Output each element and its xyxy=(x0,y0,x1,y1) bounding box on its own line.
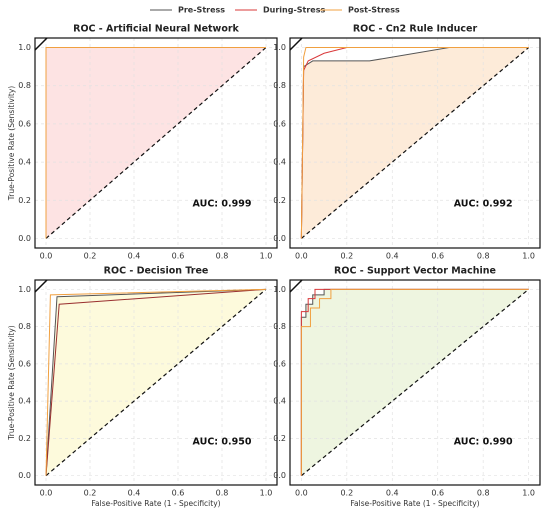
panel-frame xyxy=(289,37,541,249)
x-tick-label: 0.4 xyxy=(386,252,399,261)
panel-frame xyxy=(34,37,278,249)
x-tick-label: 0.8 xyxy=(477,252,490,261)
roc-curve xyxy=(300,288,529,476)
y-tick-label: 0.8 xyxy=(18,81,31,90)
panel-title: ROC - Cn2 Rule Inducer xyxy=(353,24,478,35)
roc-curve xyxy=(300,288,529,476)
x-tick-label: 0.4 xyxy=(128,252,141,261)
roc-curve xyxy=(300,47,529,239)
roc-curve xyxy=(45,47,266,239)
y-tick-label: 0.0 xyxy=(18,234,31,243)
y-tick-label: 0.6 xyxy=(273,359,286,368)
panel-title: ROC - Decision Tree xyxy=(104,266,209,277)
y-tick-label: 1.0 xyxy=(18,43,31,52)
auc-annotation: AUC: 0.992 xyxy=(454,199,513,210)
x-tick-label: 0.4 xyxy=(128,489,141,498)
x-tick-label: 1.0 xyxy=(522,489,535,498)
y-axis-label: True-Positive Rate (Sensitivity) xyxy=(7,86,16,201)
corner-slash xyxy=(289,279,303,293)
x-tick-label: 0.8 xyxy=(216,252,229,261)
y-tick-label: 0.8 xyxy=(273,322,286,331)
panel-frame xyxy=(289,279,541,486)
diagonal xyxy=(300,47,530,239)
y-tick-label: 0.2 xyxy=(18,434,31,443)
corner-slash xyxy=(289,37,303,51)
x-tick-label: 0.2 xyxy=(84,252,97,261)
legend-label: Post-Stress xyxy=(348,6,400,15)
roc-curve xyxy=(45,288,267,476)
auc-annotation: AUC: 0.990 xyxy=(454,437,513,448)
x-tick-label: 1.0 xyxy=(522,252,535,261)
y-tick-label: 0.2 xyxy=(18,196,31,205)
x-tick-label: 0.0 xyxy=(295,489,308,498)
y-tick-label: 0.4 xyxy=(18,158,31,167)
x-axis-label: False-Positive Rate (1 - Specificity) xyxy=(350,499,479,508)
diagonal xyxy=(45,288,267,477)
x-tick-label: 0.6 xyxy=(172,489,185,498)
x-tick-label: 0.8 xyxy=(216,489,229,498)
roc-curve xyxy=(300,288,529,476)
legend-label: Pre-Stress xyxy=(178,6,225,15)
y-tick-label: 0.4 xyxy=(273,397,286,406)
x-tick-label: 0.0 xyxy=(295,252,308,261)
x-tick-label: 1.0 xyxy=(260,252,273,261)
x-tick-label: 1.0 xyxy=(260,489,273,498)
x-tick-label: 0.2 xyxy=(340,489,353,498)
auc-annotation: AUC: 0.950 xyxy=(193,437,252,448)
x-tick-label: 0.8 xyxy=(477,489,490,498)
x-tick-label: 0.6 xyxy=(431,489,444,498)
corner-slash xyxy=(34,279,48,293)
y-tick-label: 1.0 xyxy=(18,285,31,294)
y-axis-label: True-Positive Rate (Sensitivity) xyxy=(7,325,16,440)
y-tick-label: 0.6 xyxy=(273,119,286,128)
legend-label: During-Stress xyxy=(263,6,325,15)
auc-annotation: AUC: 0.999 xyxy=(193,199,252,210)
roc-curve xyxy=(45,288,267,476)
panel-frame xyxy=(34,279,278,486)
y-tick-label: 1.0 xyxy=(273,285,286,294)
y-tick-label: 0.2 xyxy=(273,434,286,443)
corner-slash xyxy=(34,37,48,51)
x-tick-label: 0.2 xyxy=(84,489,97,498)
x-tick-label: 0.0 xyxy=(40,489,53,498)
y-tick-label: 0.4 xyxy=(273,158,286,167)
x-tick-label: 0.4 xyxy=(386,489,399,498)
roc-curve xyxy=(45,288,267,476)
y-tick-label: 0.6 xyxy=(18,119,31,128)
x-tick-label: 0.6 xyxy=(431,252,444,261)
y-tick-label: 0.0 xyxy=(18,471,31,480)
y-tick-label: 1.0 xyxy=(273,43,286,52)
y-tick-label: 0.6 xyxy=(18,359,31,368)
panel-title: ROC - Support Vector Machine xyxy=(334,266,496,277)
panel-title: ROC - Artificial Neural Network xyxy=(73,24,239,35)
y-tick-label: 0.8 xyxy=(273,81,286,90)
y-tick-label: 0.8 xyxy=(18,322,31,331)
y-tick-label: 0.0 xyxy=(273,234,286,243)
y-tick-label: 0.0 xyxy=(273,471,286,480)
x-tick-label: 0.6 xyxy=(172,252,185,261)
x-tick-label: 0.2 xyxy=(340,252,353,261)
x-axis-label: False-Positive Rate (1 - Specificity) xyxy=(91,499,220,508)
y-tick-label: 0.4 xyxy=(18,397,31,406)
x-tick-label: 0.0 xyxy=(40,252,53,261)
y-tick-label: 0.2 xyxy=(273,196,286,205)
